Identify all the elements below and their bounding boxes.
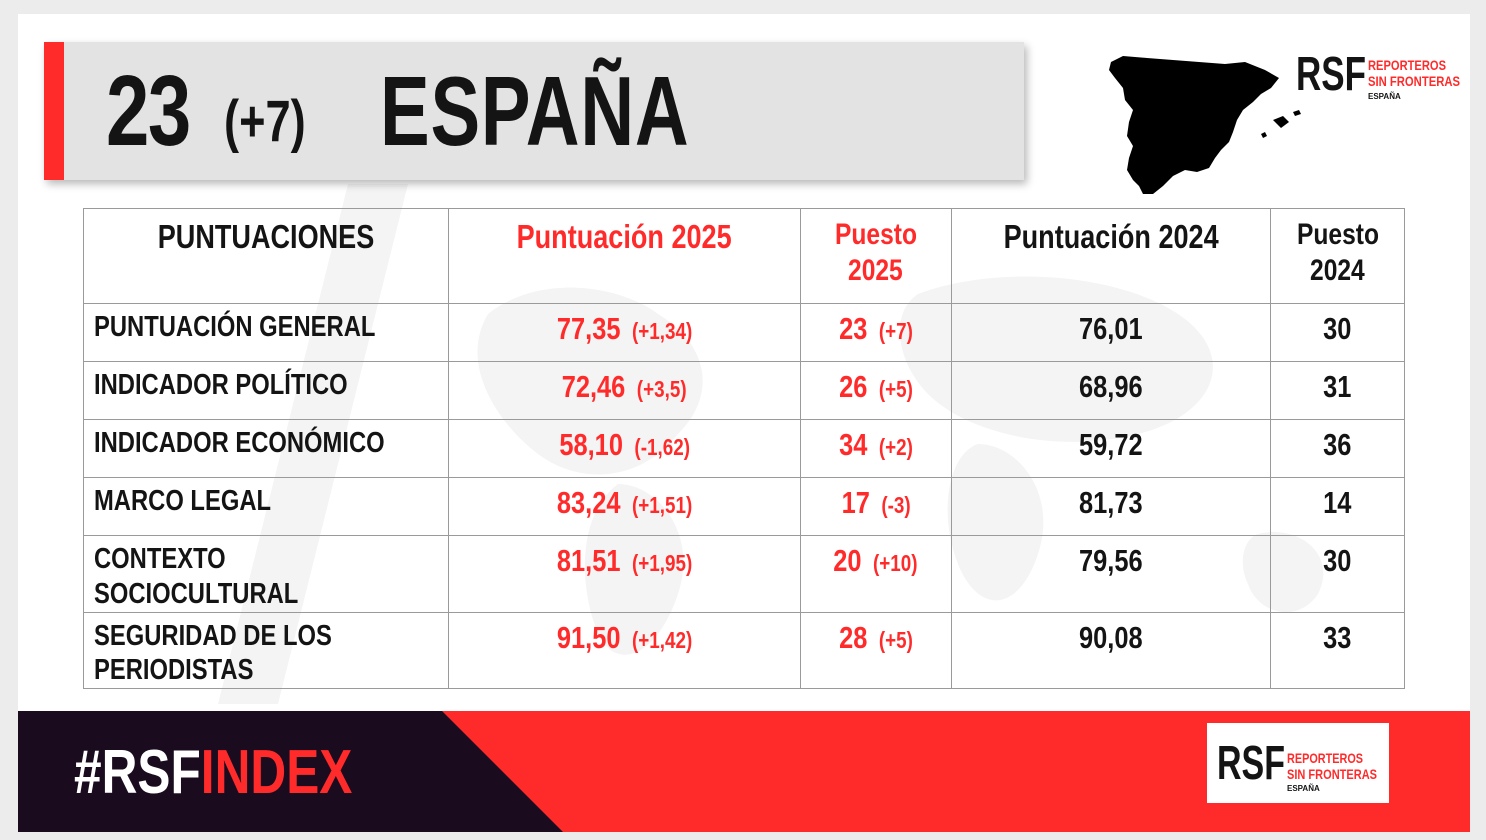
infographic-card: 23 (+7) ESPAÑA RSF REPORTEROS SIN FRONTE… — [18, 14, 1470, 832]
score-change: (+1,51) — [631, 492, 693, 518]
rank-2024-cell: 30 — [1270, 303, 1405, 362]
rank-2025-cell: 34 (+2) — [799, 419, 952, 478]
header-puesto-2025: Puesto 2025 — [799, 208, 952, 304]
footer-banner: #RSFINDEX RSF REPORTEROS SIN FRONTERAS E… — [18, 711, 1470, 832]
rank-2025: 17 — [841, 485, 870, 520]
rank-change: (+5) — [878, 626, 913, 653]
rsf-logo-line1: REPORTEROS — [1287, 750, 1363, 766]
score-2024: 79,56 — [1079, 543, 1143, 578]
rank-change: (+10) — [873, 550, 918, 576]
country-rank-change: (+7) — [224, 89, 306, 154]
rank-change: (-3) — [880, 492, 911, 518]
rank-2025-cell: 17 (-3) — [799, 477, 952, 536]
rank-2024-cell: 30 — [1270, 535, 1405, 613]
rank-change: (+2) — [878, 434, 913, 460]
score-2024-cell: 59,72 — [950, 419, 1272, 478]
rank-2025: 23 — [838, 311, 868, 346]
header-puesto-2024: Puesto 2024 — [1270, 208, 1405, 304]
rank-2025: 26 — [838, 369, 868, 404]
score-2025: 81,51 — [556, 543, 621, 578]
score-2024: 68,96 — [1079, 369, 1143, 404]
score-2025: 72,46 — [562, 369, 626, 404]
spain-map-icon — [1109, 56, 1301, 194]
rank-change: (+5) — [878, 376, 913, 402]
score-2024: 81,73 — [1079, 485, 1143, 520]
rank-2025: 34 — [838, 427, 868, 462]
rank-2024: 14 — [1323, 485, 1352, 520]
rank-2025-cell: 23 (+7) — [799, 303, 952, 362]
score-2025: 91,50 — [556, 619, 621, 655]
rsf-logo-mark: RSF — [1217, 737, 1285, 790]
rank-change: (+7) — [878, 318, 913, 344]
score-2024: 59,72 — [1079, 427, 1143, 462]
table-row: MARCO LEGAL 83,24 (+1,51) 17 (-3) 81,73 14 — [82, 477, 1405, 536]
score-2025-cell: 81,51 (+1,95) — [448, 535, 801, 613]
header-puntuacion-2025: Puntuación 2025 — [448, 208, 801, 304]
rank-2024: 33 — [1323, 619, 1352, 655]
score-2024-cell: 81,73 — [950, 477, 1272, 536]
scores-table: PUNTUACIONES Puntuación 2025 Puesto 2025… — [82, 208, 1405, 690]
table-row: PUNTUACIÓN GENERAL 77,35 (+1,34) 23 (+7) 7… — [82, 303, 1405, 362]
score-2025: 58,10 — [559, 427, 623, 462]
score-2025: 77,35 — [556, 311, 621, 346]
table-row: CONTEXTO SOCIOCULTURAL 81,51 (+1,95) 20 (+1… — [82, 535, 1405, 613]
row-label: INDICADOR POLÍTICO — [82, 361, 450, 420]
rsf-logo-line1: REPORTEROS — [1368, 57, 1446, 73]
rank-2025-cell: 28 (+5) — [799, 611, 952, 690]
rank-2024-cell: 31 — [1270, 361, 1405, 420]
rank-2024: 36 — [1323, 427, 1352, 462]
rsf-logo-line3: ESPAÑA — [1287, 784, 1320, 793]
row-label: INDICADOR ECONÓMICO — [82, 419, 450, 478]
rsf-logo-line2: SIN FRONTERAS — [1287, 766, 1377, 782]
rsf-logo-top: RSF REPORTEROS SIN FRONTERAS ESPAÑA — [1296, 44, 1470, 114]
rank-2024: 30 — [1323, 543, 1352, 578]
score-2025-cell: 72,46 (+3,5) — [448, 361, 801, 420]
row-label: PUNTUACIÓN GENERAL — [82, 303, 450, 362]
score-2025-cell: 58,10 (-1,62) — [448, 419, 801, 478]
score-change: (-1,62) — [634, 434, 690, 460]
title-banner: 23 (+7) ESPAÑA — [44, 42, 1024, 180]
row-label: CONTEXTO SOCIOCULTURAL — [82, 535, 450, 613]
header-puntuaciones: PUNTUACIONES — [82, 208, 450, 304]
table-row: INDICADOR ECONÓMICO 58,10 (-1,62) 34 (+2) … — [82, 419, 1405, 478]
score-2025-cell: 91,50 (+1,42) — [448, 611, 801, 690]
rank-2025-cell: 26 (+5) — [799, 361, 952, 420]
row-label: MARCO LEGAL — [82, 477, 450, 536]
rsf-index-hashtag: #RSFINDEX — [74, 738, 353, 807]
score-2025-cell: 77,35 (+1,34) — [448, 303, 801, 362]
table-row: SEGURIDAD DE LOS PERIODISTAS 91,50 (+1,42)… — [82, 611, 1405, 690]
country-rank: 23 — [106, 55, 191, 167]
title-accent-stripe — [44, 42, 64, 180]
rank-2024: 30 — [1323, 311, 1352, 346]
rsf-logo-bottom: RSF REPORTEROS SIN FRONTERAS ESPAÑA — [1207, 723, 1389, 803]
score-2025: 83,24 — [556, 485, 621, 520]
rank-2025: 28 — [838, 619, 868, 655]
score-2025-cell: 83,24 (+1,51) — [448, 477, 801, 536]
rank-2024: 31 — [1323, 369, 1352, 404]
rank-2024-cell: 36 — [1270, 419, 1405, 478]
table-header-row: PUNTUACIONES Puntuación 2025 Puesto 2025… — [82, 208, 1405, 304]
score-2024-cell: 76,01 — [950, 303, 1272, 362]
score-2024-cell: 68,96 — [950, 361, 1272, 420]
score-change: (+1,42) — [631, 626, 693, 653]
row-label: SEGURIDAD DE LOS PERIODISTAS — [82, 611, 450, 690]
score-change: (+3,5) — [637, 376, 687, 402]
rsf-logo-line2: SIN FRONTERAS — [1368, 73, 1460, 89]
header-puntuacion-2024: Puntuación 2024 — [950, 208, 1272, 304]
score-2024-cell: 90,08 — [950, 611, 1272, 690]
table-row: INDICADOR POLÍTICO 72,46 (+3,5) 26 (+5) 68… — [82, 361, 1405, 420]
country-name: ESPAÑA — [380, 56, 690, 166]
rank-2024-cell: 14 — [1270, 477, 1405, 536]
rsf-logo-line3: ESPAÑA — [1368, 92, 1401, 101]
score-2024-cell: 79,56 — [950, 535, 1272, 613]
score-change: (+1,34) — [631, 318, 693, 344]
rank-2024-cell: 33 — [1270, 611, 1405, 690]
rank-2025-cell: 20 (+10) — [799, 535, 952, 613]
rsf-logo-mark: RSF — [1296, 48, 1366, 101]
score-2024: 76,01 — [1079, 311, 1143, 346]
rank-2025: 20 — [833, 543, 862, 578]
score-2024: 90,08 — [1079, 619, 1143, 655]
score-change: (+1,95) — [631, 550, 693, 576]
